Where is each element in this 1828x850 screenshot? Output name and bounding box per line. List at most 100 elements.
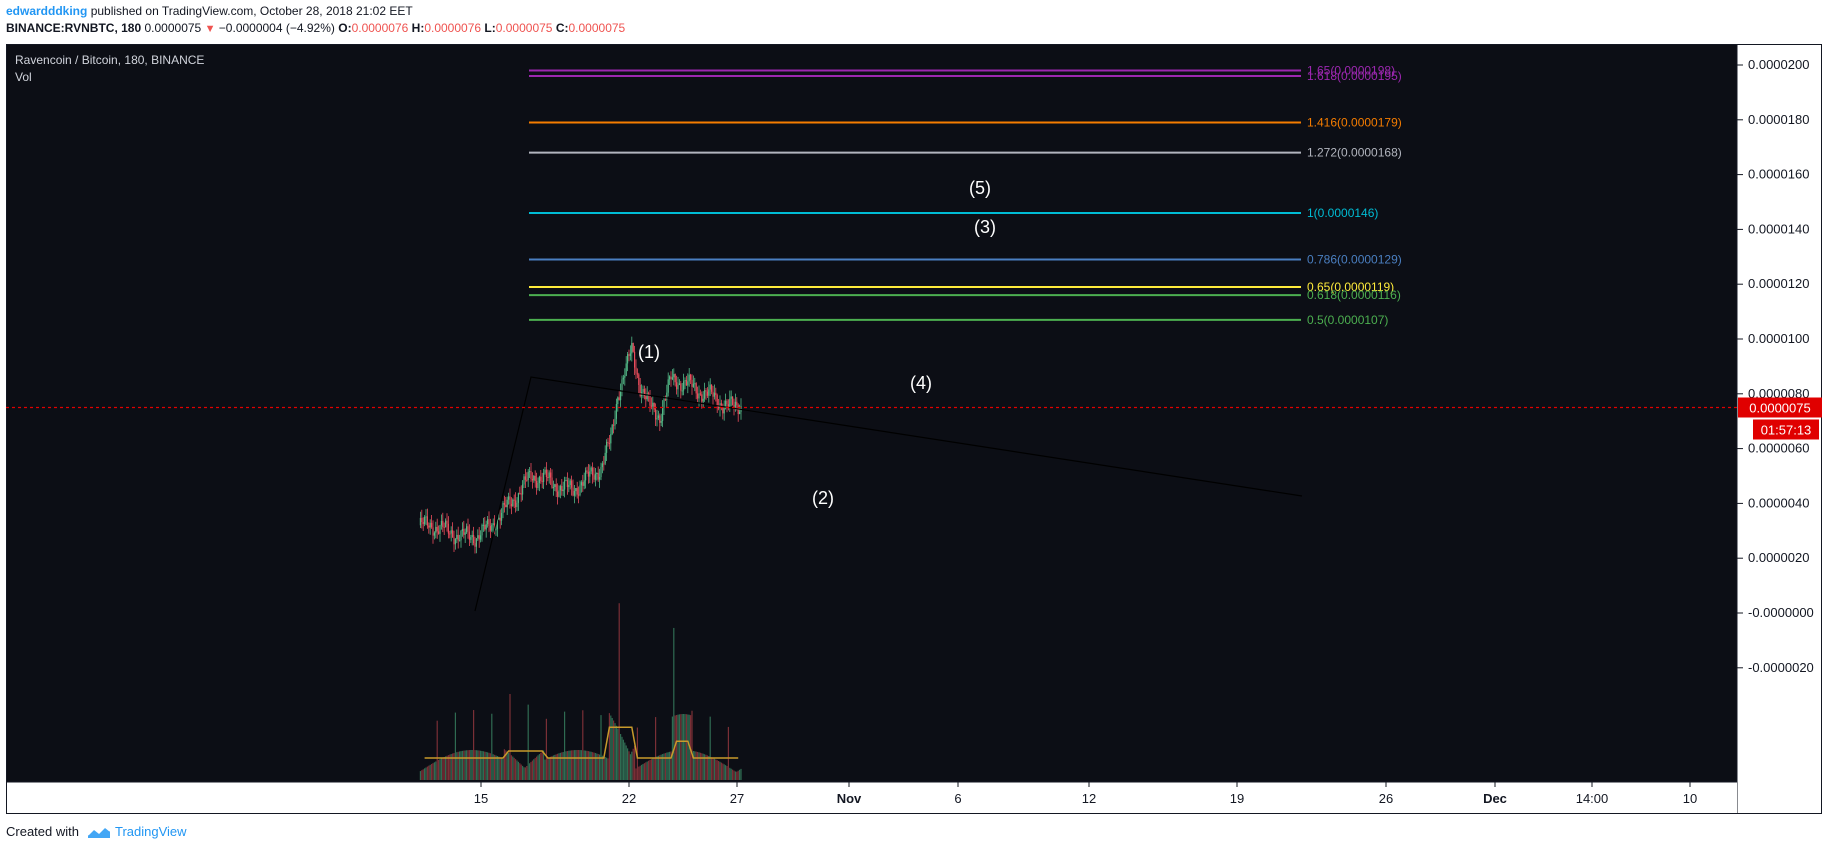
- candle-body: [601, 463, 603, 468]
- volume-bar: [706, 755, 708, 780]
- trend-line: [474, 376, 1303, 612]
- volume-bar: [459, 751, 461, 780]
- volume-bar: [481, 750, 483, 780]
- open-value: 0.0000076: [351, 21, 409, 35]
- candle-body: [587, 471, 589, 477]
- candle-body: [726, 400, 728, 405]
- volume-bar: [587, 751, 589, 780]
- fib-level-label: 0.618(0.0000116): [1307, 288, 1401, 302]
- publish-line: edwardddking published on TradingView.co…: [6, 3, 625, 20]
- volume-bar: [620, 734, 622, 780]
- fib-level-label: 1.65(0.0000198): [1307, 63, 1395, 77]
- candle-body: [475, 538, 477, 547]
- price-tick-label: 0.0000040: [1748, 495, 1809, 510]
- fib-level-label: 0.786(0.0000129): [1307, 253, 1402, 267]
- volume-bar: [659, 755, 661, 780]
- volume-bar: [677, 714, 679, 780]
- candle-body: [576, 488, 578, 495]
- volume-bar: [656, 756, 658, 780]
- candle-body: [431, 522, 433, 528]
- candle-body: [645, 396, 647, 400]
- candle-body: [600, 467, 602, 478]
- volume-bar: [492, 754, 494, 780]
- wave-labels: (1) (2) (3) (4) (5): [638, 178, 996, 508]
- chart-pane-background[interactable]: [6, 44, 1737, 782]
- volume-bar: [498, 756, 500, 780]
- volume-bar: [649, 759, 651, 780]
- candle-body: [452, 530, 454, 538]
- candle-body: [558, 490, 560, 497]
- volume-bar: [671, 716, 673, 780]
- candle-body: [492, 523, 494, 525]
- candle-body: [589, 471, 591, 477]
- candle-body: [722, 406, 724, 414]
- volume-bar: [711, 757, 713, 780]
- candle-body: [725, 400, 727, 409]
- footer: Created with TradingView: [6, 824, 187, 839]
- volume-bar: [608, 713, 610, 780]
- candle-body: [422, 522, 424, 525]
- volume-bar: [529, 763, 531, 780]
- candle-body: [613, 424, 615, 426]
- candle-body: [529, 471, 531, 473]
- candle-body: [435, 526, 437, 533]
- candle-body: [491, 524, 493, 531]
- volume-bar: [578, 750, 580, 780]
- candle-body: [478, 535, 480, 540]
- volume-bar: [536, 756, 538, 780]
- volume-bar: [740, 768, 742, 780]
- volume-bar: [575, 750, 577, 780]
- candle-body: [522, 484, 524, 495]
- volume-bar: [502, 758, 504, 780]
- volume-bar: [506, 751, 508, 780]
- volume-bar: [600, 715, 602, 780]
- candle-body: [485, 524, 487, 530]
- candle-body: [464, 532, 466, 535]
- candle-body: [608, 442, 610, 444]
- symbol-label: BINANCE:RVNBTC, 180: [6, 21, 142, 35]
- volume-bar: [473, 710, 475, 780]
- volume-bar: [522, 765, 524, 780]
- volume-bar: [516, 760, 518, 780]
- volume-bar: [685, 714, 687, 780]
- volume-bar: [606, 757, 608, 780]
- candles: [419, 336, 742, 554]
- candle-body: [597, 472, 599, 480]
- volume-bar: [568, 750, 570, 780]
- candle-body: [442, 520, 444, 527]
- fib-level-label: 0.65(0.0000119): [1307, 280, 1394, 294]
- volume-bar: [523, 767, 525, 780]
- price-chart[interactable]: Ravencoin / Bitcoin, 180, BINANCE Vol 1.…: [6, 44, 1822, 814]
- low-label: L:: [484, 21, 496, 35]
- volume-bar: [482, 751, 484, 780]
- author-link[interactable]: edwardddking: [6, 4, 88, 18]
- candle-body: [495, 529, 497, 531]
- time-axis[interactable]: [6, 782, 1737, 814]
- candle-body: [685, 380, 687, 386]
- candle-body: [631, 342, 633, 354]
- volume-bar: [613, 720, 615, 780]
- volume-bar: [517, 761, 519, 780]
- volume-bar: [718, 760, 720, 780]
- candle-body: [573, 491, 575, 496]
- candle-body: [681, 390, 683, 392]
- price-tick-label: 0.0000120: [1748, 276, 1809, 291]
- candle-body: [713, 392, 715, 397]
- volume-bar: [510, 755, 512, 780]
- volume-bar: [736, 771, 738, 780]
- volume-bar: [559, 752, 561, 780]
- chart-border: [6, 44, 1822, 814]
- fib-level-label: 1(0.0000146): [1307, 206, 1378, 220]
- tradingview-logo-icon: [87, 825, 111, 838]
- candle-body: [606, 441, 608, 453]
- candle-body: [634, 351, 636, 368]
- candle-body: [664, 399, 666, 401]
- volume-bar: [485, 751, 487, 780]
- close-label: C:: [555, 21, 569, 35]
- volume-bar: [590, 751, 592, 780]
- candle-body: [694, 383, 696, 385]
- candle-body: [711, 384, 713, 392]
- candle-body: [534, 475, 536, 481]
- tradingview-link[interactable]: TradingView: [87, 824, 187, 839]
- candle-body: [580, 482, 582, 486]
